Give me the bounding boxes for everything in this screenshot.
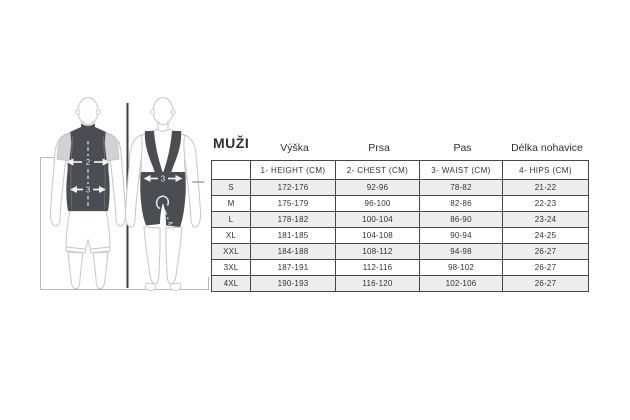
table-header-row: MUŽI Výška Prsa Pas Délka nohavice xyxy=(211,130,588,157)
value-cell: 116-120 xyxy=(335,275,420,292)
value-cell: 104-108 xyxy=(335,227,420,244)
back-arm-left xyxy=(124,134,143,228)
back-leg-right xyxy=(165,226,183,285)
back-feet xyxy=(144,282,182,291)
value-cell: 26-27 xyxy=(502,259,589,276)
size-table: 1- HEIGHT (CM) 2- CHEST (CM) 3- WAIST (CM)… xyxy=(211,160,589,292)
value-cell: 102-106 xyxy=(419,275,503,292)
waist-front-marker-label: 3 xyxy=(86,186,91,195)
table-row: XL 181-185 104-108 90-94 24-25 xyxy=(211,227,589,244)
value-cell: 78-82 xyxy=(419,179,503,196)
front-leg-right xyxy=(92,251,109,290)
column-subheader-2: 2- CHEST (CM) xyxy=(335,160,420,180)
front-ear-left xyxy=(75,109,81,115)
figure-bracket xyxy=(40,157,209,290)
value-cell: 90-94 xyxy=(419,227,503,244)
inseam-marker-label: 4 xyxy=(166,220,174,227)
front-sleeve-left xyxy=(56,131,72,162)
value-cell: 22-23 xyxy=(502,195,589,212)
column-header-4: Délka nohavice xyxy=(511,142,583,154)
value-cell: 175-179 xyxy=(250,195,336,212)
subheader-empty-cell xyxy=(211,160,251,180)
table-row: XXL 184-188 108-112 94-98 26-27 xyxy=(211,243,589,260)
back-leg-left xyxy=(143,226,161,285)
back-ear-right xyxy=(170,109,176,115)
back-figure: 3 4 xyxy=(124,97,204,291)
value-cell: 96-100 xyxy=(335,195,420,212)
column-header-2: Prsa xyxy=(368,142,390,154)
back-ear-left xyxy=(150,109,156,115)
front-head xyxy=(77,97,99,125)
waist-arrow-back: 3 xyxy=(143,175,183,184)
value-cell: 172-176 xyxy=(250,179,336,196)
front-jersey-collar xyxy=(81,123,95,130)
table-row: L 178-182 100-104 86-90 23-24 xyxy=(211,211,589,228)
back-head xyxy=(152,97,174,125)
page-title: MUŽI xyxy=(213,135,250,151)
bib-strap-left xyxy=(144,131,163,173)
table-row: M 175-179 96-100 82-86 22-23 xyxy=(211,195,589,212)
value-cell: 82-86 xyxy=(419,195,503,212)
size-cell: XXL xyxy=(211,243,251,260)
size-cell: S xyxy=(211,179,251,196)
value-cell: 187-191 xyxy=(250,259,336,276)
table-row: 4XL 190-193 116-120 102-106 26-27 xyxy=(211,275,589,292)
table-row: 3XL 187-191 112-116 98-102 26-27 xyxy=(211,259,589,276)
value-cell: 100-104 xyxy=(335,211,420,228)
value-cell: 86-90 xyxy=(419,211,503,228)
value-cell: 24-25 xyxy=(502,227,589,244)
bib-strap-right xyxy=(163,131,182,173)
column-header-3: Pas xyxy=(453,142,472,154)
size-cell: XL xyxy=(211,227,251,244)
size-table-block: MUŽI Výška Prsa Pas Délka nohavice 1- HEIGH… xyxy=(211,130,589,292)
bib-shorts xyxy=(140,172,186,227)
value-cell: 181-185 xyxy=(250,227,336,244)
back-neck xyxy=(157,121,169,129)
size-cell: L xyxy=(211,211,251,228)
column-subheader-4: 4- HIPS (CM) xyxy=(502,160,589,180)
chest-marker-label: 2 xyxy=(86,158,91,167)
table-subheader-row: 1- HEIGHT (CM) 2- CHEST (CM) 3- WAIST (CM)… xyxy=(211,160,589,180)
value-cell: 98-102 xyxy=(419,259,503,276)
waist-arrow-front: 3 xyxy=(70,186,106,195)
chest-arrow: 2 xyxy=(66,158,110,167)
value-cell: 21-22 xyxy=(502,179,589,196)
back-arm-right xyxy=(183,134,202,228)
value-cell: 108-112 xyxy=(335,243,420,260)
value-cell: 178-182 xyxy=(250,211,336,228)
column-subheader-3: 3- WAIST (CM) xyxy=(419,160,503,180)
front-jersey-seams xyxy=(70,135,106,211)
value-cell: 26-27 xyxy=(502,243,589,260)
size-cell: 4XL xyxy=(211,275,251,292)
size-cell: 3XL xyxy=(211,259,251,276)
inseam-marker: 4 xyxy=(155,195,175,232)
size-cell: M xyxy=(211,195,251,212)
value-cell: 112-116 xyxy=(335,259,420,276)
front-sleeve-right xyxy=(104,131,120,162)
measurement-diagram: 1 xyxy=(40,97,209,291)
waist-back-marker-label: 3 xyxy=(161,175,166,184)
front-shorts-hem xyxy=(65,246,111,250)
column-subheader-1: 1- HEIGHT (CM) xyxy=(250,160,336,180)
value-cell: 26-27 xyxy=(502,275,589,292)
value-cell: 23-24 xyxy=(502,211,589,228)
value-cell: 92-96 xyxy=(335,179,420,196)
value-cell: 184-188 xyxy=(250,243,336,260)
front-leg-left xyxy=(67,251,84,290)
front-figure: 2 3 xyxy=(49,97,127,290)
front-shorts xyxy=(65,210,111,254)
value-cell: 94-98 xyxy=(419,243,503,260)
front-ear-right xyxy=(95,109,101,115)
value-cell: 190-193 xyxy=(250,275,336,292)
column-header-1: Výška xyxy=(280,142,309,154)
table-row: S 172-176 92-96 78-82 21-22 xyxy=(211,179,589,196)
